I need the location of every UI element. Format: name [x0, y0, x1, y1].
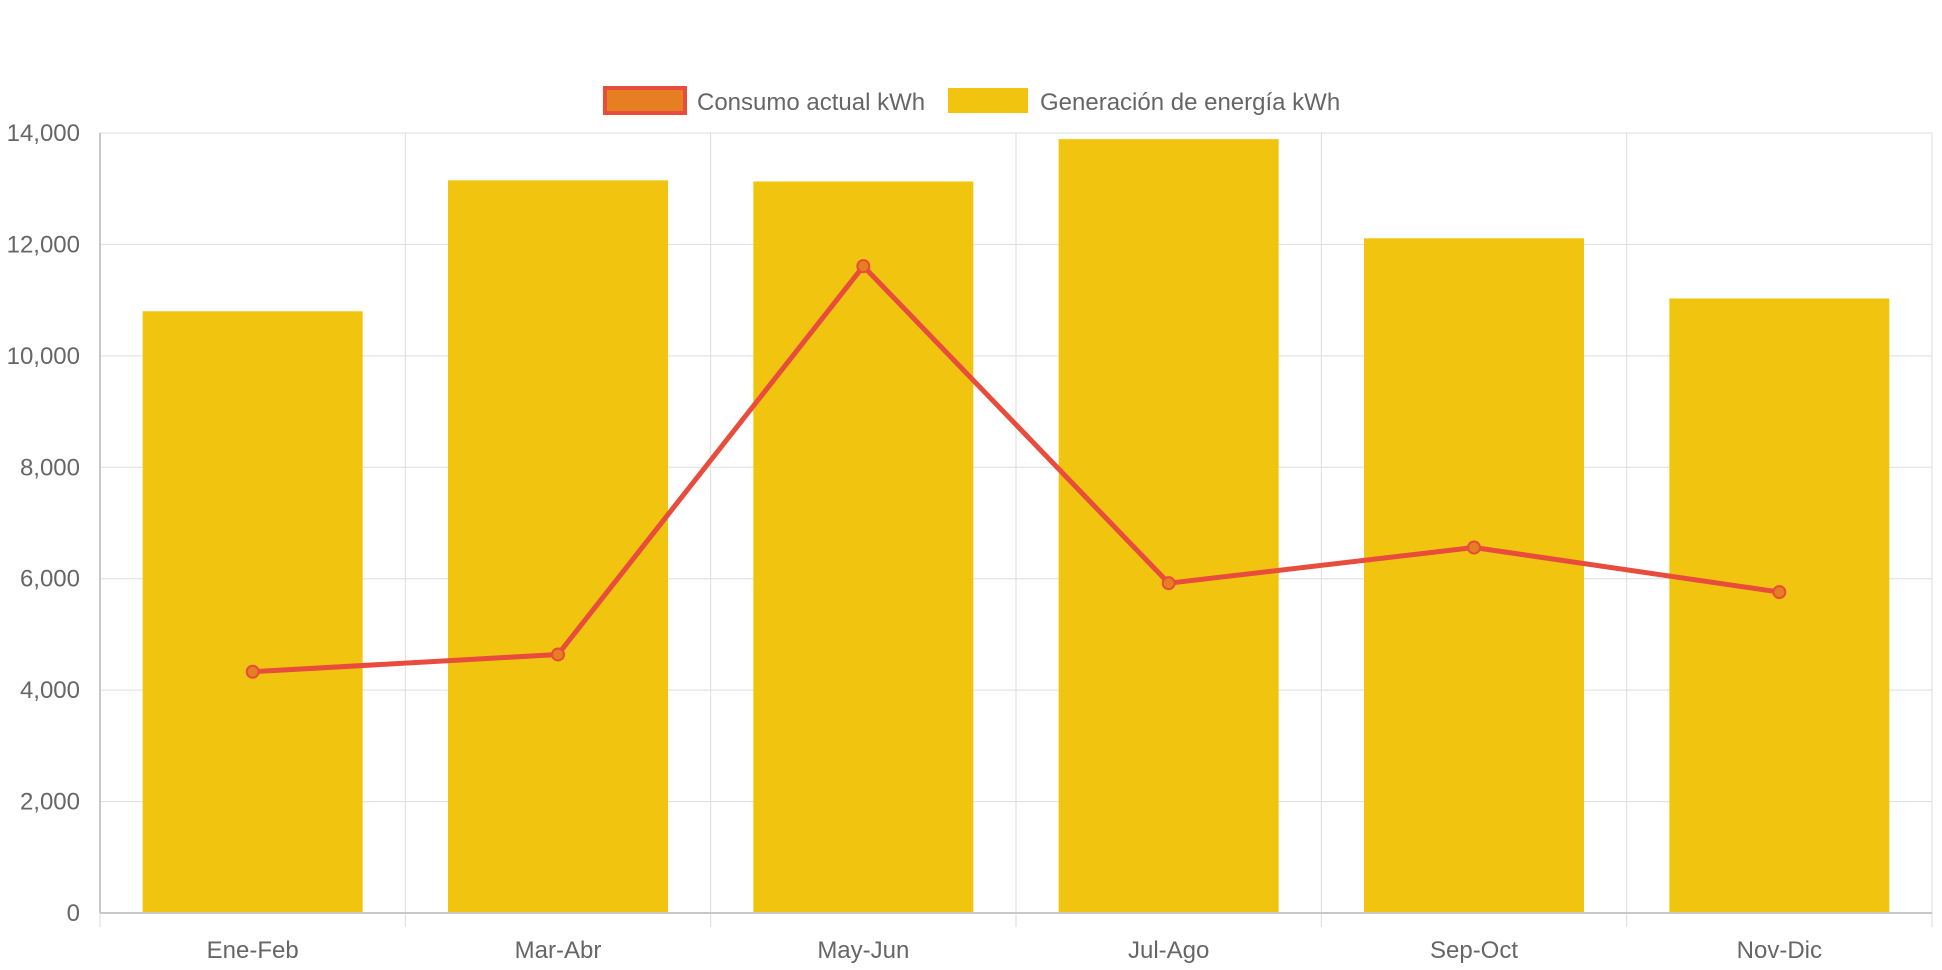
bar-generacion [448, 180, 668, 913]
point-consumo [1161, 576, 1176, 591]
bar-generacion [1058, 139, 1279, 914]
generacion-bars [142, 139, 1890, 914]
line-consumo [252, 263, 1780, 675]
consumo-line [245, 259, 1787, 679]
bar-generacion [142, 311, 363, 913]
point-consumo [856, 259, 871, 274]
bar-generacion [1669, 298, 1890, 913]
legend-label-generacion: Generación de energía kWh [1040, 89, 1340, 116]
point-consumo [551, 647, 565, 662]
bar-generacion [753, 181, 974, 913]
x-tick-label: May-Jun [817, 937, 909, 964]
x-tick-label: Nov-Dic [1737, 937, 1822, 964]
legend-swatch-generacion [948, 88, 1028, 113]
point-consumo [1772, 585, 1787, 600]
chart-axes [99, 133, 1932, 914]
point-consumo [1467, 540, 1481, 555]
point-consumo [245, 664, 260, 679]
legend-swatch-consumo [603, 86, 687, 115]
x-tick-label: Ene-Feb [207, 937, 299, 964]
y-tick-label: 0 [67, 900, 80, 927]
y-tick-label: 4,000 [20, 677, 80, 704]
legend-item-generacion[interactable]: Generación de energía kWh [948, 88, 1340, 116]
legend-item-consumo[interactable]: Consumo actual kWh [603, 86, 925, 116]
chart-grid [99, 132, 1933, 927]
y-tick-label: 2,000 [20, 789, 80, 816]
x-tick-label: Sep-Oct [1430, 937, 1518, 964]
x-axis-ticks: Ene-Feb Mar-Abr May-Jun Jul-Ago Sep-Oct Nov-D… [207, 937, 1822, 964]
legend-label-consumo: Consumo actual kWh [697, 89, 925, 116]
y-tick-label: 14,000 [7, 120, 80, 147]
y-tick-label: 8,000 [20, 454, 80, 481]
chart-legend: Consumo actual kWh Generación de energía… [603, 86, 1340, 116]
y-tick-label: 6,000 [20, 566, 80, 593]
y-tick-label: 12,000 [7, 231, 80, 258]
x-tick-label: Jul-Ago [1128, 937, 1209, 964]
y-axis-ticks: 0 2,000 4,000 6,000 8,000 10,000 12,000 14,000 [7, 120, 80, 927]
bar-generacion [1364, 238, 1584, 914]
x-tick-label: Mar-Abr [515, 937, 602, 964]
y-tick-label: 10,000 [7, 343, 80, 370]
